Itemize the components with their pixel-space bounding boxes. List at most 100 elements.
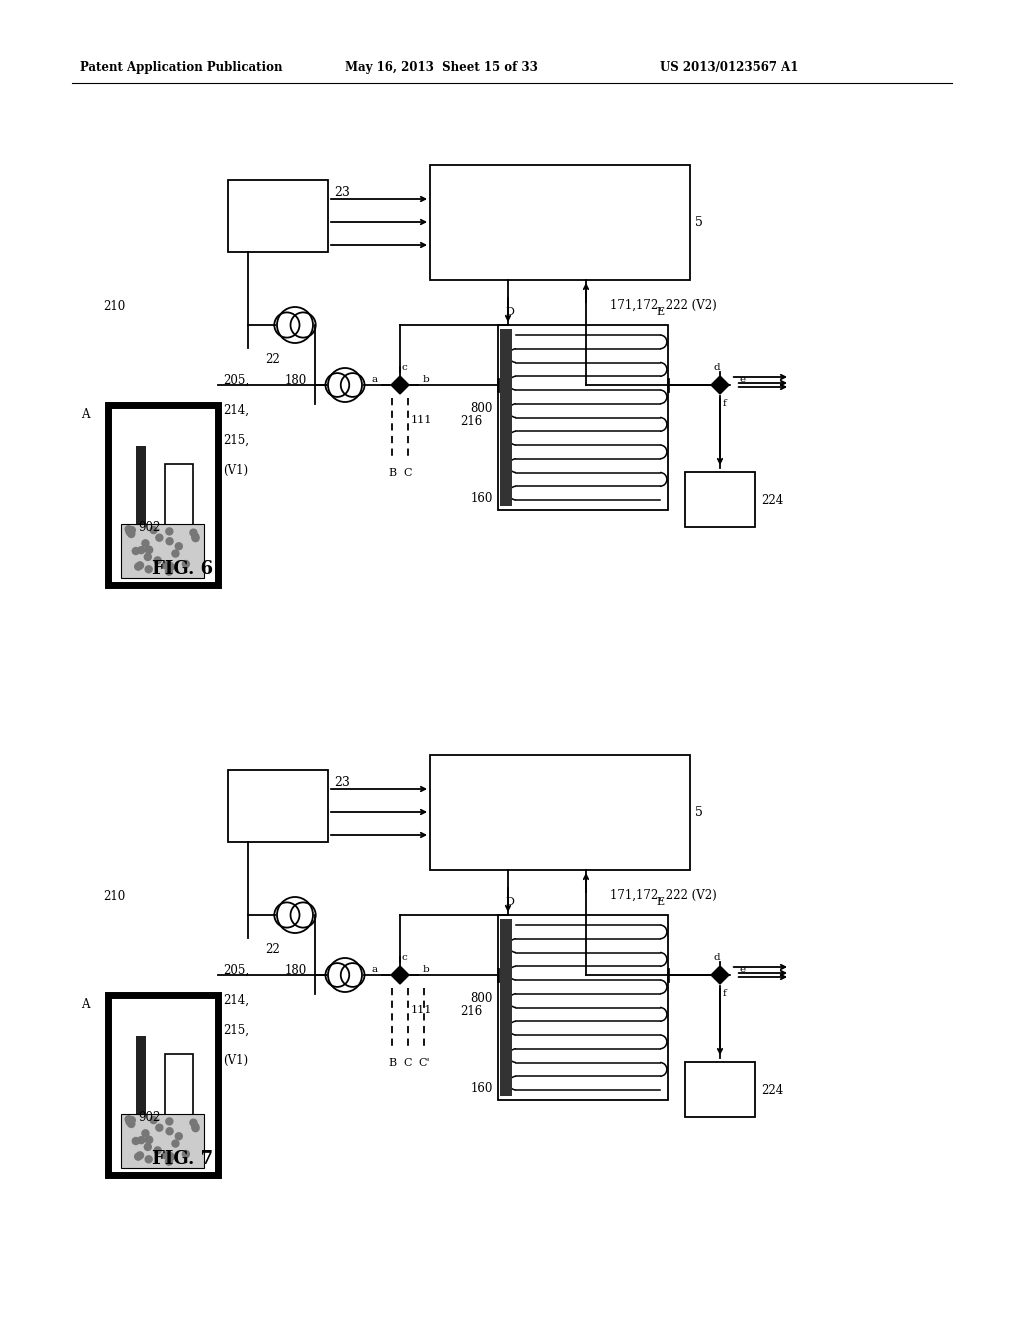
- Text: C': C': [418, 1059, 430, 1068]
- Circle shape: [132, 1138, 139, 1144]
- Bar: [135, 446, 145, 576]
- Circle shape: [138, 546, 144, 553]
- Polygon shape: [711, 376, 729, 393]
- Bar: [500, 329, 512, 506]
- Circle shape: [175, 1133, 182, 1139]
- Circle shape: [145, 1137, 153, 1143]
- Circle shape: [167, 1152, 173, 1159]
- Circle shape: [135, 1154, 141, 1160]
- Circle shape: [166, 1158, 172, 1166]
- Bar: [500, 919, 512, 1096]
- Circle shape: [167, 564, 174, 570]
- Text: 160: 160: [471, 1081, 493, 1094]
- Text: 215,: 215,: [223, 1023, 249, 1036]
- Circle shape: [125, 525, 132, 533]
- Text: C: C: [403, 1059, 413, 1068]
- Text: 180: 180: [285, 964, 307, 977]
- Bar: [430, 755, 690, 870]
- Bar: [135, 1036, 145, 1166]
- Text: 205,: 205,: [223, 964, 249, 977]
- Text: 216: 216: [460, 1005, 482, 1018]
- Circle shape: [193, 1125, 199, 1131]
- Text: Patent Application Publication: Patent Application Publication: [80, 62, 283, 74]
- Text: d: d: [714, 953, 720, 961]
- Circle shape: [128, 1121, 135, 1127]
- Circle shape: [128, 527, 135, 533]
- Circle shape: [175, 543, 182, 549]
- Circle shape: [126, 528, 133, 536]
- Text: 902: 902: [138, 1111, 161, 1125]
- Circle shape: [166, 528, 173, 535]
- Text: 111: 111: [411, 1005, 432, 1015]
- Circle shape: [156, 1125, 163, 1131]
- Circle shape: [151, 1117, 157, 1123]
- Circle shape: [166, 1118, 173, 1125]
- Text: 210: 210: [103, 890, 125, 903]
- Circle shape: [162, 562, 169, 569]
- Text: b: b: [423, 375, 429, 384]
- Bar: [121, 524, 204, 578]
- Text: (V1): (V1): [223, 463, 248, 477]
- Circle shape: [166, 568, 172, 576]
- Text: c: c: [402, 363, 408, 371]
- Text: a: a: [372, 375, 378, 384]
- Circle shape: [167, 562, 173, 569]
- Text: 111: 111: [411, 414, 432, 425]
- Bar: [498, 325, 668, 510]
- Bar: [108, 405, 218, 585]
- Circle shape: [191, 533, 199, 540]
- Text: D: D: [506, 898, 514, 907]
- Circle shape: [142, 540, 148, 546]
- Text: E: E: [656, 898, 664, 907]
- Text: FIG. 7: FIG. 7: [152, 1150, 213, 1168]
- Circle shape: [144, 1143, 152, 1151]
- Text: 800: 800: [471, 401, 493, 414]
- Text: f: f: [723, 989, 727, 998]
- Text: e: e: [739, 965, 745, 974]
- Text: 23: 23: [334, 186, 350, 198]
- Circle shape: [193, 535, 199, 541]
- Text: e: e: [739, 375, 745, 384]
- Polygon shape: [711, 966, 729, 983]
- Text: a: a: [372, 965, 378, 974]
- Bar: [430, 165, 690, 280]
- Text: c: c: [402, 953, 408, 961]
- Text: 180: 180: [285, 374, 307, 387]
- Text: 210: 210: [103, 300, 125, 313]
- Text: 22: 22: [265, 352, 280, 366]
- Text: FIG. 6: FIG. 6: [152, 560, 213, 578]
- Text: A: A: [82, 998, 90, 1011]
- Text: d: d: [714, 363, 720, 371]
- Polygon shape: [391, 376, 409, 393]
- Circle shape: [145, 546, 153, 553]
- Circle shape: [182, 1151, 189, 1158]
- Bar: [228, 770, 328, 842]
- Text: E: E: [656, 308, 664, 317]
- Text: 800: 800: [471, 991, 493, 1005]
- Text: 171,172, 222 (V2): 171,172, 222 (V2): [610, 298, 717, 312]
- Bar: [685, 1063, 755, 1117]
- Text: 224: 224: [761, 1084, 783, 1097]
- Text: C: C: [403, 469, 413, 478]
- Circle shape: [125, 1115, 132, 1123]
- Bar: [121, 1114, 204, 1168]
- Circle shape: [172, 550, 179, 557]
- Text: May 16, 2013  Sheet 15 of 33: May 16, 2013 Sheet 15 of 33: [345, 62, 538, 74]
- Text: D: D: [506, 308, 514, 317]
- Circle shape: [136, 562, 143, 569]
- Circle shape: [166, 1127, 173, 1135]
- Circle shape: [162, 1152, 169, 1159]
- Circle shape: [138, 1137, 144, 1143]
- Text: 214,: 214,: [223, 994, 249, 1006]
- Circle shape: [155, 1147, 161, 1154]
- Polygon shape: [391, 966, 409, 983]
- Text: 214,: 214,: [223, 404, 249, 417]
- Text: 23: 23: [334, 776, 350, 788]
- Circle shape: [128, 1117, 135, 1123]
- Text: 224: 224: [761, 494, 783, 507]
- Text: 160: 160: [471, 491, 493, 504]
- Circle shape: [155, 557, 161, 564]
- Text: 216: 216: [460, 414, 482, 428]
- Text: 22: 22: [265, 942, 280, 956]
- Text: 171,172, 222 (V2): 171,172, 222 (V2): [610, 888, 717, 902]
